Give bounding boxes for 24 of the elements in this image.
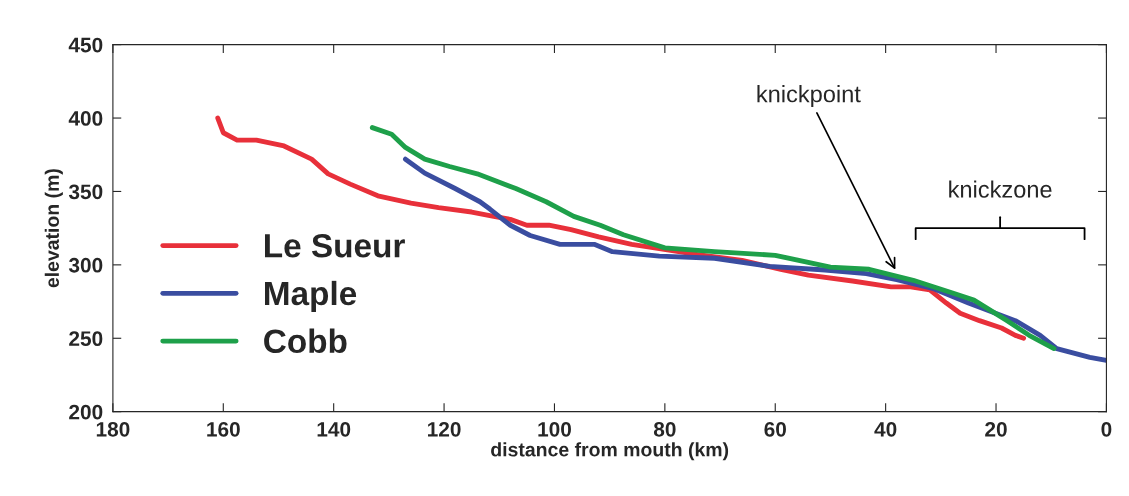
y-axis-title: elevation (m) xyxy=(44,169,63,288)
line-series xyxy=(403,156,1107,363)
x-axis-title: distance from mouth (km) xyxy=(491,442,729,461)
x-tick-label: 120 xyxy=(428,421,461,437)
y-tick-label: 250 xyxy=(69,331,103,347)
y-tick-label: 400 xyxy=(68,111,103,126)
x-tick-label: 80 xyxy=(653,421,676,437)
x-tick-label: 100 xyxy=(538,421,571,437)
x-tick-label: 40 xyxy=(874,421,897,437)
x-tick-label: 180 xyxy=(96,421,130,437)
x-tick-label: 60 xyxy=(764,421,786,437)
legend-label: Cobb xyxy=(264,328,347,354)
legend-label: Maple xyxy=(265,280,357,312)
annotation: knickzone xyxy=(949,180,1052,198)
y-tick-label: 450 xyxy=(68,37,103,53)
y-tick-label: 350 xyxy=(68,184,103,200)
y-tick-label: 300 xyxy=(68,257,103,273)
legend-label: Le Sueur xyxy=(265,233,405,258)
x-tick-label: 20 xyxy=(985,421,1007,437)
x-tick-label: 140 xyxy=(317,421,351,437)
x-tick-label: 160 xyxy=(207,421,240,437)
y-tick-label: 200 xyxy=(69,404,103,420)
x-tick-label: 0 xyxy=(1101,421,1112,437)
annotation: knickpoint xyxy=(757,85,861,108)
